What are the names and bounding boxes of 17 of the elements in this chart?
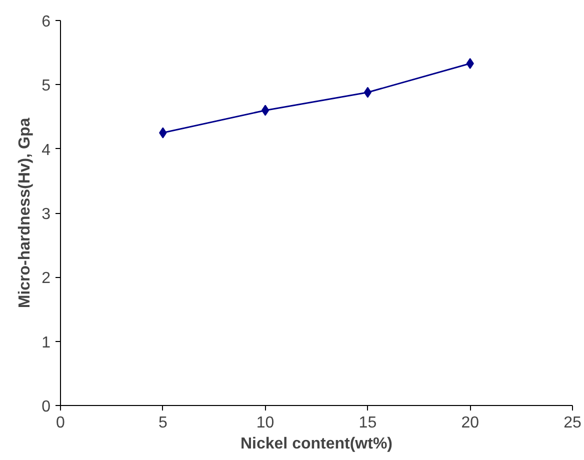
x-tick-label: 10 <box>256 414 274 432</box>
point <box>261 104 270 116</box>
x-tick-label: 20 <box>461 414 480 432</box>
y-tick-label: 0 <box>42 398 51 416</box>
y-tick-label: 5 <box>42 78 51 95</box>
y-axis-title: Micro-hardness(Hv), Gpa <box>16 118 34 308</box>
y-tick-label: 1 <box>42 334 51 352</box>
x-tick-label: 25 <box>564 414 582 432</box>
y-tick-label: 3 <box>42 206 51 223</box>
y-tick-label: 4 <box>42 142 51 159</box>
x-axis-title: Nickel content(wt%) <box>240 436 393 452</box>
y-tick-label: 2 <box>42 270 51 288</box>
x-tick-label: 0 <box>56 414 66 432</box>
x-tick-label: 5 <box>158 414 168 432</box>
x-tick-label: 15 <box>358 414 377 432</box>
point <box>364 86 372 98</box>
y-tick-label: 6 <box>42 14 51 30</box>
